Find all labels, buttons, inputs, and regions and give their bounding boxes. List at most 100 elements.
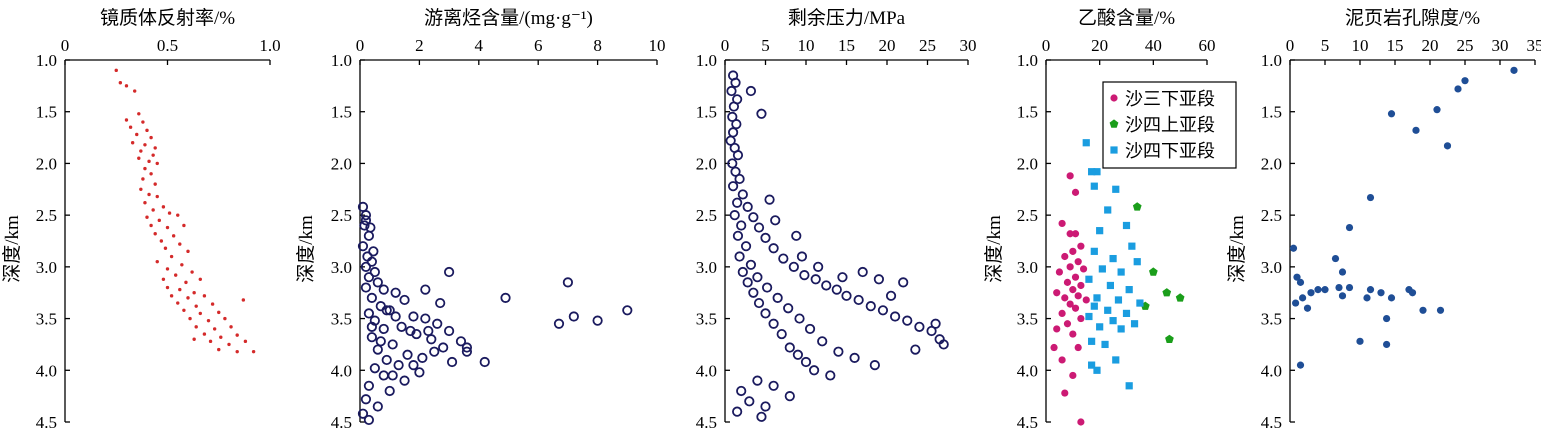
data-point [455, 336, 467, 347]
data-point [360, 215, 372, 226]
data-point [128, 125, 133, 129]
data-point [165, 285, 170, 290]
data-point [1338, 292, 1347, 300]
y-tick-label: 1.5 [331, 103, 352, 122]
data-point [732, 406, 743, 417]
data-point [1331, 254, 1340, 263]
data-point [192, 337, 196, 341]
data-point [390, 311, 401, 322]
data-point [372, 344, 383, 355]
y-tick-label: 3.5 [331, 310, 352, 329]
data-point [399, 375, 410, 386]
data-point [500, 292, 511, 303]
data-point [1058, 219, 1066, 228]
data-point [784, 342, 795, 353]
data-point [1293, 273, 1301, 281]
data-point [390, 287, 401, 298]
data-point [137, 156, 141, 160]
data-point [381, 354, 392, 366]
data-point [368, 246, 379, 257]
y-axis-label: 深度/km [1, 215, 23, 283]
data-point [169, 294, 174, 298]
data-point [752, 272, 763, 283]
data-point [169, 254, 174, 259]
data-point [414, 367, 425, 378]
y-tick-label: 4.0 [331, 361, 352, 380]
data-point [753, 222, 765, 233]
data-point [1363, 294, 1371, 302]
data-point [744, 396, 755, 407]
data-point [1109, 317, 1117, 325]
y-axis-label: 深度/km [983, 215, 1005, 283]
data-point [479, 356, 490, 368]
data-point [1058, 309, 1066, 317]
data-point [360, 210, 372, 221]
data-point [372, 277, 383, 288]
data-point [1088, 337, 1096, 345]
data-point [235, 333, 239, 337]
x-tick-label: 20 [1422, 36, 1439, 55]
data-point [800, 356, 812, 368]
data-point [429, 346, 440, 357]
data-point [857, 266, 868, 278]
data-point [180, 263, 184, 267]
data-point [446, 356, 458, 368]
data-point [194, 304, 198, 308]
data-point [420, 313, 431, 324]
y-axis-label: 深度/km [295, 215, 317, 283]
y-tick-label: 2.5 [696, 206, 717, 225]
y-tick-label: 4.5 [696, 413, 717, 432]
data-point [163, 246, 168, 250]
x-tick-label: 0 [1042, 36, 1051, 55]
data-point [764, 194, 775, 205]
data-point [1090, 182, 1098, 190]
data-point [159, 239, 164, 243]
data-point [1066, 172, 1074, 180]
data-point [176, 213, 180, 217]
data-point [366, 256, 377, 267]
data-point [810, 274, 821, 285]
data-point [885, 290, 897, 301]
data-point [1408, 289, 1417, 297]
data-point [212, 327, 217, 331]
data-point [1104, 206, 1112, 214]
data-point [438, 342, 449, 353]
x-tick-label: 0 [1286, 36, 1295, 55]
data-point [174, 273, 178, 277]
y-tick-label: 1.0 [696, 51, 717, 70]
x-tick-label: 20 [1091, 36, 1108, 55]
data-point [1069, 330, 1077, 338]
data-point [182, 308, 186, 312]
data-point [198, 311, 202, 316]
data-point [1093, 294, 1101, 302]
data-point [1117, 325, 1125, 333]
y-tick-label: 1.0 [1261, 51, 1282, 70]
data-point [791, 230, 802, 241]
data-point [1133, 258, 1141, 266]
data-point [408, 360, 419, 371]
data-point [1079, 265, 1088, 273]
data-point [1419, 306, 1427, 314]
y-tick-label: 4.0 [696, 361, 717, 380]
data-point [155, 194, 159, 199]
data-point [1055, 268, 1064, 276]
data-point [562, 277, 574, 288]
data-point [143, 201, 147, 205]
data-point [149, 135, 153, 140]
data-point [1510, 66, 1518, 74]
data-point [1122, 309, 1131, 317]
data-point [756, 108, 767, 119]
data-point [1383, 340, 1391, 349]
data-point [737, 266, 748, 278]
chart-title: 镜质体反射率/% [100, 7, 235, 29]
data-point [241, 298, 246, 302]
y-tick-label: 4.0 [1017, 361, 1038, 380]
data-point [1377, 289, 1385, 297]
data-point [161, 277, 166, 281]
x-tick-label: 10 [798, 36, 815, 55]
data-point [141, 177, 145, 181]
data-point [396, 321, 407, 332]
data-point [1050, 343, 1058, 352]
data-point [135, 132, 139, 137]
